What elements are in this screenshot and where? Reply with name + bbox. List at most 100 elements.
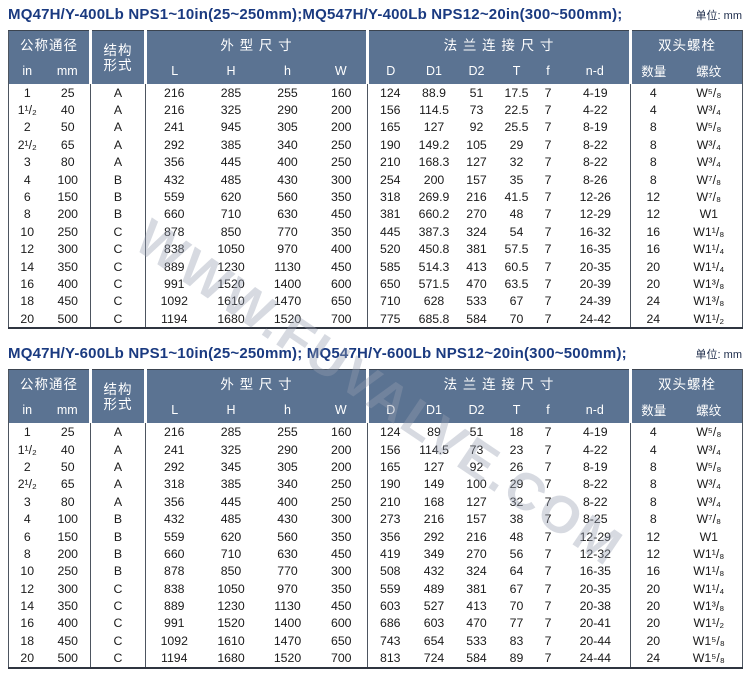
- table-cell: 127: [423, 120, 445, 135]
- table-row: 6 150 B 559 620 560 350 356 292 216 48 7 12-29 12 W1: [9, 527, 743, 546]
- col-header-T: T: [497, 57, 536, 84]
- table-cell: 20: [630, 275, 676, 293]
- table-cell: 7: [544, 529, 552, 544]
- table-cell: 57.5: [504, 242, 529, 257]
- table-row: 8 200 B 660 710 630 450 419 349 270 56 7 12-32 12 W1¹/…: [9, 545, 743, 563]
- table-cell: 485: [220, 512, 242, 527]
- col-group-stud-bolts: 双头螺栓: [629, 369, 743, 397]
- table-row: 16 400 C 991 1520 1400 600 686 603 470 77 7 20-41 20 W…: [9, 614, 743, 633]
- table-cell: 3: [23, 494, 31, 509]
- table-cell: 2¹/₂: [17, 477, 37, 492]
- table-cell: 743: [367, 632, 413, 650]
- table-row: 1¹/₂ 40 A 241 325 290 200 156 114.5 73 23 7 4-22 4 W³/…: [9, 440, 743, 459]
- table-cell: 2: [23, 459, 31, 474]
- table-cell: 630: [277, 207, 298, 222]
- table-cell: 650: [367, 275, 413, 293]
- table-cell: 7: [544, 207, 552, 222]
- table-cell: 1050: [217, 581, 245, 596]
- table-cell: 10: [20, 224, 35, 239]
- table-cell: 250: [330, 477, 352, 492]
- table-cell: 1194: [145, 649, 203, 668]
- table-cell: 7: [544, 581, 552, 596]
- col-group-overall-dimensions: 外 型 尺 寸: [143, 369, 368, 397]
- table-cell: A: [90, 493, 146, 511]
- table-cell: C: [90, 614, 146, 633]
- table-cell: W³/₄: [696, 155, 721, 170]
- col-header-T: T: [497, 396, 536, 424]
- table-cell: 150: [57, 529, 79, 544]
- table-cell: 20-39: [579, 276, 612, 291]
- table-cell: 400: [57, 276, 79, 291]
- table-cell: 124: [367, 84, 413, 102]
- col-header-H: H: [202, 396, 260, 424]
- table-cell: 838: [145, 579, 203, 598]
- table-row: 10 250 B 878 850 770 300 508 432 324 64 7 16-35 16 W1¹…: [9, 562, 743, 580]
- table-cell: 770: [277, 564, 298, 579]
- table-cell: 149.2: [418, 137, 450, 152]
- table-cell: 17.5: [504, 85, 529, 100]
- table-row: 1 25 A 216 285 255 160 124 88.9 51 17.5 7 4-19 4 W⁵/₈: [9, 84, 743, 102]
- table-cell: 156: [367, 101, 413, 119]
- table-cell: 157: [466, 512, 487, 527]
- table-cell: 20-38: [579, 599, 612, 614]
- table-cell: 356: [367, 527, 413, 546]
- table-cell: 24: [630, 292, 676, 311]
- col-group-structure-type: 结构 形式: [89, 30, 146, 84]
- col-header-f: f: [535, 57, 561, 84]
- table-cell: 200: [57, 207, 79, 222]
- table-cell: 7: [544, 294, 552, 309]
- table-cell: 50: [60, 120, 75, 135]
- table-row: 20 500 C 1194 1680 1520 700 775 685.8 584 70 7 24-42…: [9, 310, 743, 329]
- table-cell: 35: [509, 172, 524, 187]
- table-cell: 4-19: [582, 425, 608, 440]
- col-group-stud-bolts: 双头螺栓: [629, 30, 743, 57]
- table-cell: 241: [145, 118, 203, 137]
- table-cell: C: [90, 597, 146, 615]
- table-cell: 7: [544, 259, 552, 274]
- table-cell: 318: [145, 475, 203, 494]
- table-cell: W⁷/₈: [696, 190, 722, 205]
- col-header-in: in: [8, 396, 46, 424]
- table-cell: 850: [220, 564, 242, 579]
- table-cell: 7: [544, 276, 552, 291]
- table-cell: 16-35: [579, 242, 612, 257]
- table-cell: B: [90, 510, 146, 528]
- table-cell: 710: [220, 546, 242, 561]
- table-cell: 8-25: [582, 512, 608, 527]
- table-cell: 285: [220, 425, 242, 440]
- table-cell: 520: [367, 240, 413, 258]
- table-cell: A: [90, 118, 146, 137]
- table-cell: 255: [277, 425, 298, 440]
- table-cell: 349: [423, 546, 445, 561]
- table-cell: 124: [367, 423, 413, 441]
- table-cell: 8: [23, 207, 31, 222]
- table-cell: 292: [145, 136, 203, 154]
- table-cell: 1: [23, 85, 31, 100]
- table-cell: 127: [466, 155, 487, 170]
- table-cell: 654: [423, 633, 445, 648]
- table-cell: 7: [544, 512, 552, 527]
- table-cell: 160: [330, 85, 352, 100]
- table-cell: W1⁵/₈: [692, 633, 725, 648]
- table-cell: 216: [145, 423, 203, 441]
- table-cell: 22.5: [504, 103, 529, 118]
- table-cell: 970: [277, 581, 298, 596]
- table-cell: 14: [20, 599, 35, 614]
- table-cell: C: [90, 292, 146, 311]
- table-row: 3 80 A 356 445 400 250 210 168.3 127 32 7 8-22 8 W³/₄: [9, 153, 743, 171]
- col-header-D: D: [366, 396, 413, 424]
- table-cell: C: [90, 275, 146, 293]
- table-cell: 7: [544, 120, 552, 135]
- table-cell: 385: [220, 477, 242, 492]
- table-cell: 40: [60, 442, 75, 457]
- table-cell: 1¹/₂: [17, 103, 37, 118]
- table-cell: 80: [60, 155, 75, 170]
- table-cell: 40: [60, 103, 75, 118]
- table-cell: 12-29: [579, 207, 612, 222]
- col-header-D1: D1: [412, 396, 456, 424]
- table-cell: A: [90, 153, 146, 171]
- col-header-数量: 数量: [629, 57, 676, 84]
- table-cell: 127: [466, 494, 487, 509]
- table-cell: 450: [57, 294, 79, 309]
- table-cell: 305: [277, 120, 298, 135]
